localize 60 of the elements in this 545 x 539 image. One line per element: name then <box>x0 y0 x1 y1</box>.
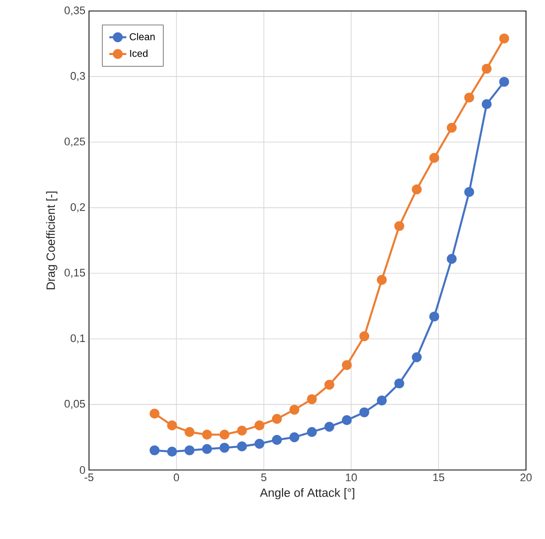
point <box>150 445 160 456</box>
point <box>236 441 247 452</box>
point <box>412 184 422 194</box>
point <box>446 122 457 133</box>
point <box>219 442 230 453</box>
point <box>482 99 492 110</box>
x-tick-label: 5 <box>261 474 266 482</box>
y-tick-label: 0,15 <box>64 268 86 278</box>
point <box>289 432 300 442</box>
point <box>289 404 300 415</box>
y-tick-label: 0,2 <box>70 203 85 212</box>
point <box>499 34 510 44</box>
x-axis-title: Angle of Attack [°] <box>260 488 354 500</box>
point <box>359 407 370 418</box>
point <box>412 352 422 362</box>
point <box>167 420 178 430</box>
point <box>342 415 352 426</box>
point <box>150 408 160 419</box>
point <box>219 430 230 440</box>
point <box>202 444 212 454</box>
y-tick-label: 0 <box>80 466 86 474</box>
point <box>342 360 352 370</box>
point <box>376 396 387 406</box>
point <box>254 438 264 449</box>
x-tick-label: -5 <box>84 474 94 482</box>
point <box>429 152 440 163</box>
point <box>394 378 404 388</box>
point <box>429 312 440 322</box>
point <box>272 434 282 445</box>
point <box>446 254 457 264</box>
y-tick-label: 0,35 <box>64 6 86 16</box>
y-tick-label: 0,3 <box>70 72 85 82</box>
point <box>499 76 510 87</box>
point <box>464 186 474 197</box>
point <box>324 380 334 390</box>
legend-label: Iced <box>130 50 148 57</box>
point <box>236 426 247 436</box>
point <box>272 414 282 424</box>
x-tick-label: 10 <box>346 474 357 482</box>
y-tick-label: 0,1 <box>70 334 85 344</box>
x-tick-label: 0 <box>174 474 180 482</box>
point <box>482 64 492 74</box>
x-tick-label: 20 <box>520 474 532 482</box>
point <box>184 445 194 456</box>
legend-label: Clean <box>130 32 155 40</box>
point <box>394 221 404 232</box>
point <box>359 331 370 342</box>
y-tick-label: 0,05 <box>64 400 86 409</box>
y-tick-label: 0,25 <box>64 138 86 147</box>
point <box>254 420 264 430</box>
point <box>184 426 194 437</box>
y-axis-title: Drag Coefficient [-] <box>46 192 58 290</box>
point <box>202 430 212 440</box>
point <box>464 92 474 103</box>
point <box>167 446 178 457</box>
point <box>376 274 387 285</box>
point <box>306 394 317 404</box>
x-tick-label: 15 <box>433 474 444 482</box>
point <box>306 426 317 437</box>
point <box>324 422 334 432</box>
